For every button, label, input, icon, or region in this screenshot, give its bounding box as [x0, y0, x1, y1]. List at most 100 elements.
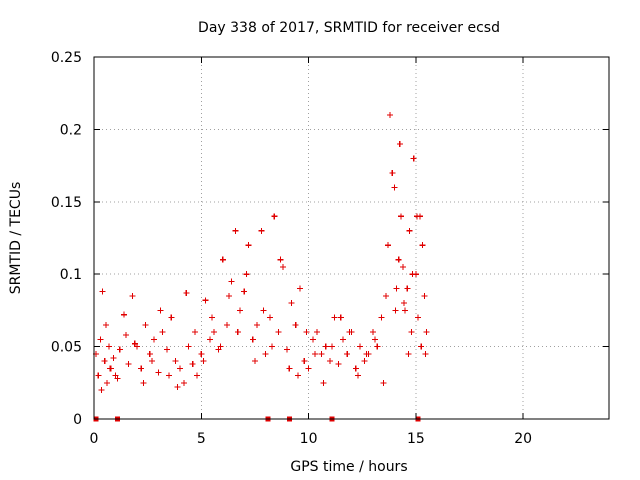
data-point	[301, 358, 308, 365]
data-point	[219, 256, 226, 263]
y-tick-label: 0.2	[60, 122, 82, 138]
data-point	[249, 336, 256, 343]
data-point	[211, 329, 218, 336]
data-point	[185, 343, 192, 350]
data-point	[400, 263, 406, 270]
data-point	[140, 379, 147, 386]
data-point	[406, 227, 413, 234]
data-point	[123, 332, 130, 339]
data-point	[292, 321, 299, 328]
data-point	[409, 271, 416, 278]
data-point	[262, 350, 269, 357]
data-point	[335, 360, 342, 367]
data-point	[418, 343, 425, 350]
data-point	[405, 350, 412, 357]
data-point	[202, 297, 209, 304]
data-point	[191, 329, 198, 336]
data-point	[107, 365, 114, 372]
data-point	[410, 155, 417, 162]
data-point	[110, 355, 117, 362]
data-point	[99, 288, 106, 295]
data-point	[374, 343, 381, 350]
data-point	[217, 343, 224, 350]
data-point	[209, 314, 216, 321]
x-axis-label: GPS time / hours	[290, 459, 407, 475]
tick-labels: 0 5 10 15 20 0 0.05 0.1 0.15 0.2 0.25	[51, 50, 532, 447]
data-point	[236, 307, 243, 314]
data-point	[389, 169, 396, 176]
data-point	[226, 292, 233, 299]
data-point	[305, 365, 312, 372]
data-point	[372, 336, 379, 343]
data-point	[423, 329, 430, 336]
data-point	[387, 111, 394, 118]
data-point	[404, 285, 411, 292]
data-point	[327, 358, 334, 365]
data-point	[101, 358, 108, 365]
x-tick-label: 0	[90, 431, 99, 447]
data-point	[391, 184, 398, 191]
data-point	[421, 292, 428, 299]
data-point	[413, 213, 420, 220]
data-point	[129, 292, 136, 299]
data-point	[415, 314, 422, 321]
data-point	[339, 336, 346, 343]
data-point	[318, 350, 325, 357]
data-point	[275, 329, 282, 336]
data-point	[146, 350, 153, 357]
data-point	[159, 329, 166, 336]
data-point	[151, 336, 158, 343]
data-point	[258, 227, 265, 234]
data-point	[279, 263, 286, 270]
data-point	[422, 350, 429, 357]
chart-title: Day 338 of 2017, SRMTID for receiver ecs…	[198, 20, 500, 36]
data-point	[114, 375, 121, 382]
data-point	[346, 329, 353, 336]
data-point	[419, 242, 426, 249]
data-point	[402, 307, 409, 314]
data-point	[294, 372, 301, 379]
data-point	[102, 321, 109, 328]
data-point	[194, 372, 200, 379]
data-point	[166, 372, 173, 379]
data-point	[148, 358, 155, 365]
data-point	[392, 307, 399, 314]
y-tick-label: 0.15	[51, 195, 82, 211]
data-point	[354, 372, 361, 379]
grid-lines	[94, 57, 609, 419]
data-point	[200, 358, 207, 365]
data-point	[260, 307, 267, 314]
data-points	[93, 111, 430, 394]
axis-ticks	[93, 56, 609, 420]
data-point	[271, 213, 278, 220]
data-point	[382, 292, 389, 299]
data-point	[121, 311, 128, 318]
data-point	[163, 346, 170, 353]
data-point	[286, 365, 293, 372]
data-point	[206, 336, 213, 343]
data-point	[277, 256, 284, 263]
data-point	[337, 314, 344, 321]
data-point	[224, 321, 231, 328]
data-point	[228, 278, 235, 285]
data-point	[329, 343, 336, 350]
data-point	[142, 321, 149, 328]
data-point	[234, 329, 241, 336]
plot-frame	[93, 56, 610, 420]
data-point	[251, 358, 258, 365]
y-tick-label: 0.1	[60, 267, 82, 283]
data-point	[181, 379, 188, 386]
y-tick-label: 0	[73, 412, 82, 428]
data-point	[125, 360, 132, 367]
data-point	[361, 358, 368, 365]
data-point	[157, 307, 164, 314]
data-point	[397, 213, 404, 220]
data-point	[380, 379, 387, 386]
data-point	[168, 314, 175, 321]
data-point	[97, 336, 104, 343]
data-point	[314, 329, 321, 336]
data-point	[98, 387, 105, 394]
data-point	[243, 271, 250, 278]
data-point	[254, 321, 261, 328]
